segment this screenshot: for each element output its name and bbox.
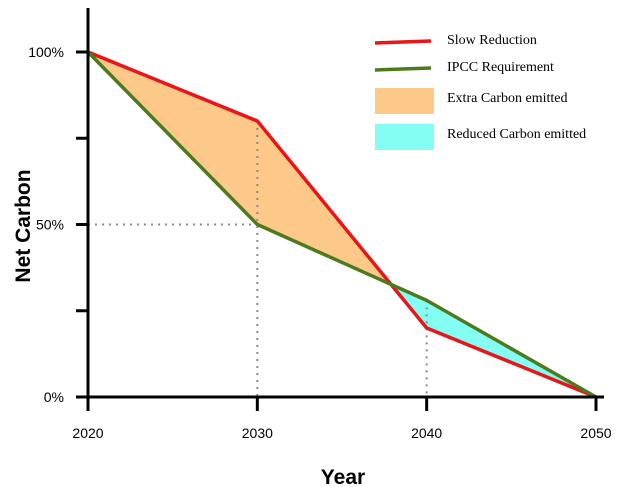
legend: Slow Reduction IPCC Requirement Extra Carb… — [374, 33, 586, 150]
legend-swatch-slow-reduction — [374, 39, 432, 45]
y-tick-label: 0% — [44, 389, 64, 405]
legend-swatch-extra-carbon — [375, 88, 434, 114]
reference-lines — [88, 121, 428, 397]
y-axis-title: Net Carbon — [12, 169, 35, 282]
tick-labels: 0% 50% 100% 2020 2030 2040 2050 — [28, 44, 612, 441]
legend-swatch-ipcc-requirement — [374, 66, 432, 72]
x-tick-label: 2020 — [72, 425, 103, 441]
legend-label: IPCC Requirement — [447, 60, 554, 75]
legend-label: Extra Carbon emitted — [447, 91, 568, 106]
y-tick-label: 100% — [28, 44, 64, 60]
extra-carbon-area — [88, 52, 392, 285]
legend-swatch-reduced-carbon — [375, 124, 434, 150]
legend-label: Slow Reduction — [447, 33, 537, 48]
x-tick-label: 2050 — [580, 425, 611, 441]
x-axis-title: Year — [321, 466, 365, 487]
ipcc-requirement-line — [86, 50, 597, 399]
axes — [76, 8, 604, 411]
series-lines — [86, 50, 597, 399]
legend-label: Reduced Carbon emitted — [447, 127, 586, 142]
slow-reduction-line — [87, 50, 597, 399]
y-tick-label: 50% — [36, 217, 64, 233]
x-tick-label: 2030 — [242, 425, 273, 441]
x-tick-label: 2040 — [411, 425, 442, 441]
